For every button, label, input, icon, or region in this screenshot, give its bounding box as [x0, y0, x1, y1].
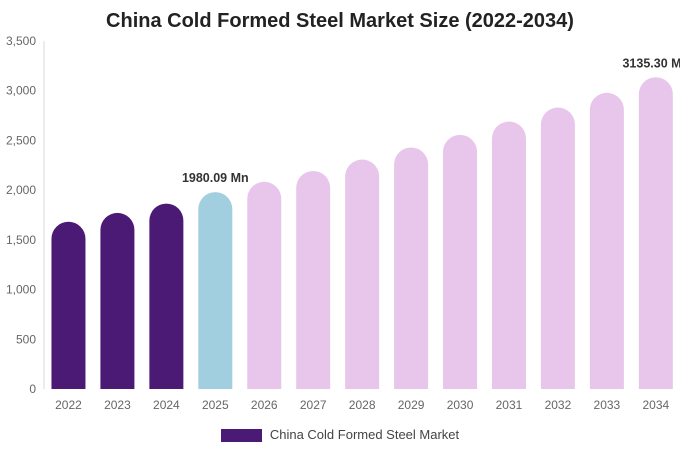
svg-text:2029: 2029: [398, 398, 425, 412]
svg-text:2033: 2033: [594, 398, 621, 412]
svg-text:3,000: 3,000: [6, 84, 36, 98]
svg-text:2,000: 2,000: [6, 183, 36, 197]
svg-text:0: 0: [29, 382, 36, 396]
svg-text:2,500: 2,500: [6, 133, 36, 147]
svg-text:3135.30 Mn: 3135.30 Mn: [622, 56, 680, 70]
svg-text:2028: 2028: [349, 398, 376, 412]
svg-text:2031: 2031: [496, 398, 523, 412]
svg-text:2023: 2023: [104, 398, 131, 412]
svg-text:2027: 2027: [300, 398, 327, 412]
svg-text:500: 500: [16, 332, 36, 346]
svg-text:2032: 2032: [545, 398, 572, 412]
svg-text:2024: 2024: [153, 398, 180, 412]
svg-text:3,500: 3,500: [6, 34, 36, 48]
svg-text:2030: 2030: [447, 398, 474, 412]
svg-text:2022: 2022: [55, 398, 82, 412]
svg-text:1,500: 1,500: [6, 233, 36, 247]
svg-text:2025: 2025: [202, 398, 229, 412]
svg-text:2026: 2026: [251, 398, 278, 412]
svg-text:1980.09 Mn: 1980.09 Mn: [182, 171, 249, 185]
svg-text:2034: 2034: [642, 398, 669, 412]
svg-text:1,000: 1,000: [6, 283, 36, 297]
